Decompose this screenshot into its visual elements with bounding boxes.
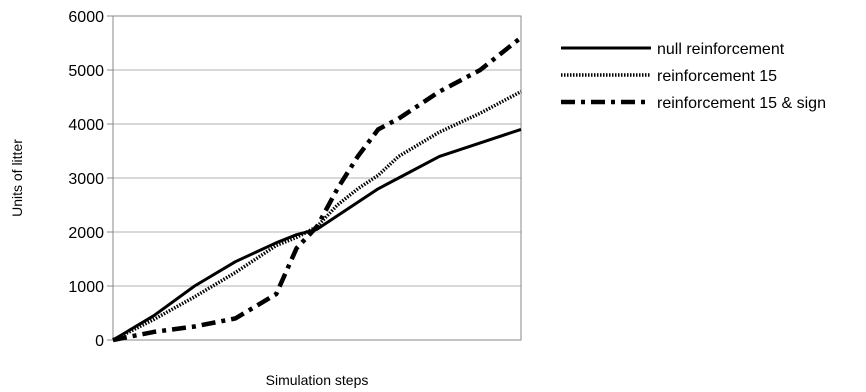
y-tick-label: 2000 <box>68 225 104 242</box>
series-line-2 <box>112 90 522 342</box>
series-lines <box>112 35 523 343</box>
y-tick-label: 0 <box>95 333 104 350</box>
legend-label-3: reinforcement 15 & sign <box>657 95 826 112</box>
plot-area-frame <box>112 15 522 341</box>
x-axis-label: Simulation steps <box>266 372 369 388</box>
y-tick-label: 5000 <box>68 63 104 80</box>
legend-label-1: null reinforcement <box>657 41 785 58</box>
y-tick-label: 3000 <box>68 171 104 188</box>
legend-label-2: reinforcement 15 <box>657 68 777 85</box>
y-tick-label: 4000 <box>68 117 104 134</box>
y-axis-ticks: 0 1000 2000 3000 4000 5000 6000 <box>68 9 113 350</box>
series-line-1 <box>112 127 522 342</box>
y-tick-label: 1000 <box>68 279 104 296</box>
legend: null reinforcement reinforcement 15 reinfo… <box>561 41 826 112</box>
y-axis-label: Units of litter <box>9 139 25 217</box>
y-tick-label: 6000 <box>68 9 104 26</box>
series-line-3 <box>112 35 523 343</box>
grid-lines <box>113 15 521 341</box>
